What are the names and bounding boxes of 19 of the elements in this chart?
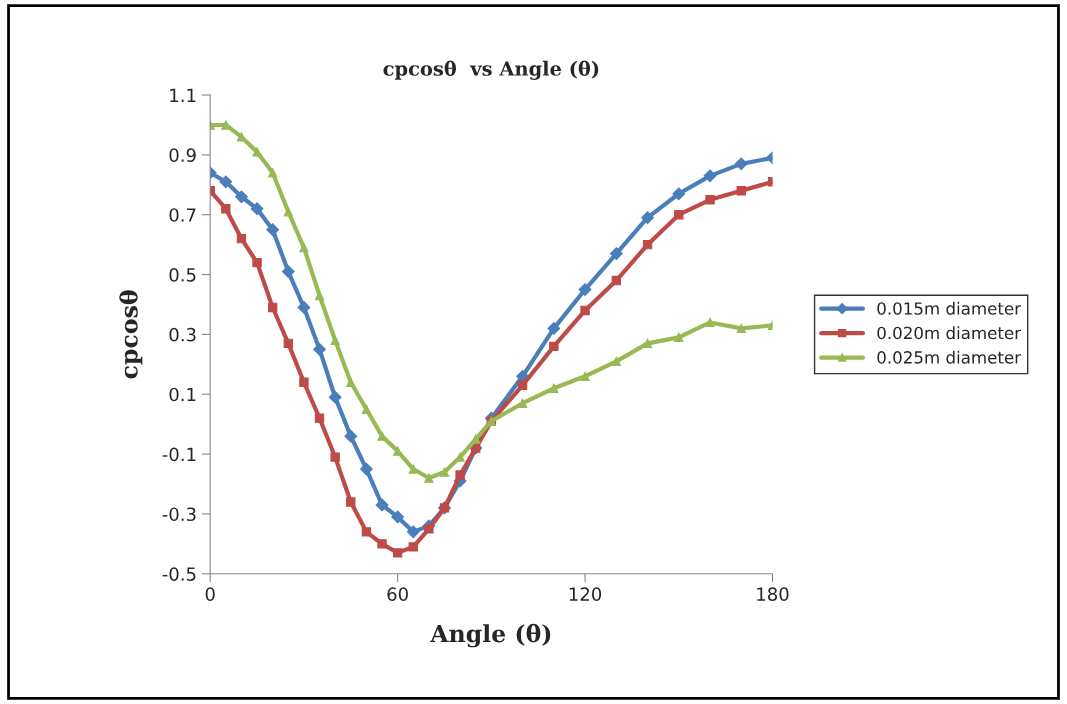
legend-label: 0.015m diameter xyxy=(877,301,1022,315)
y-tick-label: -0.5 xyxy=(162,567,196,581)
y-tick-label: 0.1 xyxy=(169,387,196,402)
chart-title: cpcosθ vs Angle (θ) xyxy=(383,60,599,80)
y-axis-title: cpcosθ xyxy=(119,290,143,379)
legend-label: 0.020m diameter xyxy=(877,326,1022,340)
x-axis-title: Angle (θ) xyxy=(430,623,551,648)
x-tick-label: 120 xyxy=(569,587,602,601)
y-tick-label: -0.3 xyxy=(162,507,196,522)
legend-label: 0.025m diameter xyxy=(877,350,1022,364)
x-tick-label: 0 xyxy=(205,587,215,601)
y-tick-label: 1.1 xyxy=(170,88,196,102)
x-tick-label: 60 xyxy=(387,587,408,601)
y-tick-label: 0.7 xyxy=(169,208,196,222)
y-tick-label: -0.1 xyxy=(162,447,196,462)
y-tick-label: 0.9 xyxy=(169,148,196,162)
x-tick-label: 180 xyxy=(757,587,789,601)
y-tick-label: 0.3 xyxy=(169,327,196,342)
y-tick-label: 0.5 xyxy=(169,268,196,282)
